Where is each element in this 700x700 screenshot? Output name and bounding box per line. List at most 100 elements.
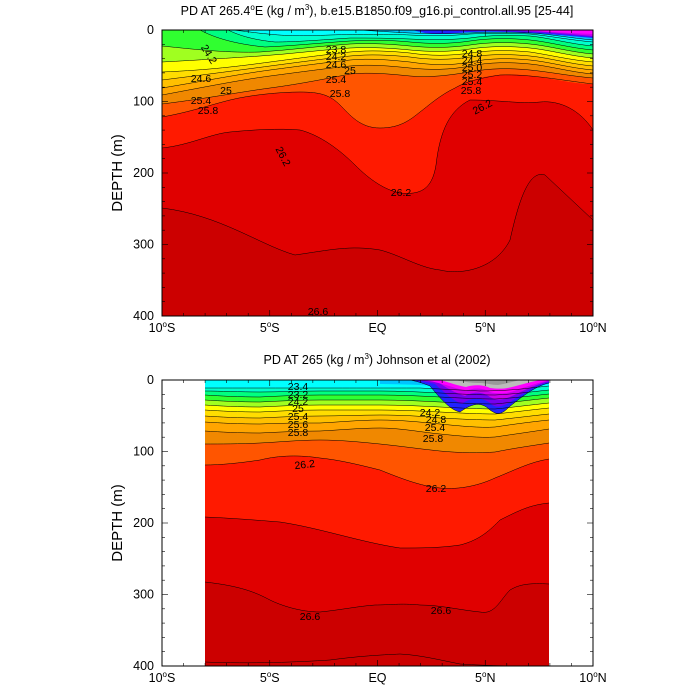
contour-line	[204, 402, 550, 410]
contour-label: 26.6	[431, 605, 452, 617]
y-tick-label: 100	[133, 445, 154, 459]
contour-line	[204, 439, 550, 453]
x-tick-label: 10oS	[149, 670, 176, 685]
x-tick-label: 10oS	[149, 320, 176, 335]
contour-line	[204, 419, 550, 428]
contour-label: 26.6	[300, 611, 321, 623]
contour-label: 25.8	[461, 85, 482, 97]
x-tick-label: 5oS	[260, 670, 280, 685]
contour-label: 23.8	[326, 44, 347, 56]
contour-label: 25.0	[462, 62, 483, 74]
contour-label: 25	[292, 403, 304, 415]
contour-label: 25	[220, 85, 232, 97]
contour-fill-layer	[205, 380, 549, 666]
contour-label: 25.4	[425, 422, 446, 434]
contour-label: 26.2	[426, 483, 447, 495]
contour-fill-layer	[162, 30, 593, 316]
contour-line	[162, 74, 593, 129]
contour-labels: 23.4 23.2 24.2 25 25.4 25.6 25.8 26.2 26…	[288, 381, 452, 623]
contour-label: 24.6	[191, 73, 212, 85]
contour-line	[204, 393, 550, 400]
contour-line	[204, 385, 550, 392]
contour-label: 24.4	[462, 55, 483, 67]
contour-label: 24.8	[462, 48, 483, 60]
contour-line	[162, 68, 593, 105]
contour-lines	[204, 380, 550, 666]
y-tick-label: 400	[133, 309, 154, 323]
y-tick-label: 0	[147, 23, 154, 37]
contour-line	[162, 42, 593, 55]
x-tick-label: EQ	[368, 321, 386, 335]
contour-line	[162, 62, 593, 96]
contour-label: 25	[344, 65, 356, 77]
contour-line	[359, 30, 593, 41]
contour-line	[204, 455, 550, 489]
contour-label: 24.2	[326, 51, 347, 63]
contour-line	[204, 427, 550, 438]
y-tick-label: 300	[133, 588, 154, 602]
contour-label: 23.4	[288, 381, 309, 393]
contour-line	[204, 407, 550, 415]
contour-label: 25.4	[326, 74, 347, 86]
density-band-24-0	[232, 30, 593, 42]
y-axis-label: DEPTH (m)	[109, 484, 126, 562]
y-axis-label: DEPTH (m)	[109, 134, 126, 212]
contour-line	[204, 653, 550, 666]
contour-line	[162, 174, 593, 272]
contour-line	[199, 30, 593, 51]
x-tick-label: 10oN	[579, 320, 606, 335]
contour-label: 25.4	[462, 76, 483, 88]
y-tick-label: 200	[133, 516, 154, 530]
contour-label: 25.8	[330, 88, 351, 100]
panel-title: PD AT 265 (kg / m3) Johnson et al (2002)	[263, 352, 490, 367]
contour-line	[231, 30, 593, 43]
contour-line	[162, 46, 593, 63]
plot-frame	[161, 379, 594, 667]
contour-label: 25.8	[288, 427, 309, 439]
contour-label: 24.6	[326, 59, 347, 71]
y-tick-label: 300	[133, 238, 154, 252]
contour-line	[204, 502, 550, 549]
y-tick-label: 100	[133, 95, 154, 109]
y-axis: 0 100 200 300 400	[133, 373, 593, 673]
contour-line	[162, 58, 593, 89]
contour-label: 23.2	[288, 389, 309, 401]
x-tick-label: 10oN	[579, 670, 606, 685]
panel-observation: PD AT 265 (kg / m3) Johnson et al (2002)	[109, 352, 607, 685]
x-tick-label: EQ	[368, 671, 386, 685]
contour-label: 25.4	[288, 411, 309, 423]
density-band-22-6	[455, 380, 520, 385]
x-axis: 10oS 5oS EQ 5oN 10oN	[149, 30, 607, 335]
x-tick-label: 5oN	[475, 670, 495, 685]
panel-title: PD AT 265.4oE (kg / m3), b.e15.B1850.f09…	[181, 3, 574, 18]
x-tick-label: 5oN	[475, 320, 495, 335]
density-band-23-0	[470, 30, 593, 34]
y-tick-label: 0	[147, 373, 154, 387]
contour-label: 24.2	[420, 407, 441, 419]
contour-line	[204, 389, 550, 396]
contour-line	[204, 413, 550, 421]
y-tick-label: 200	[133, 166, 154, 180]
contour-label: 26.2	[391, 187, 412, 199]
contour-label: 25.8	[198, 105, 219, 117]
y-tick-label: 400	[133, 659, 154, 673]
contour-lines	[162, 30, 593, 272]
contour-line	[204, 581, 550, 613]
contour-label: 25.6	[288, 419, 309, 431]
contour-label: 25.4	[191, 95, 212, 107]
density-band-22-8	[440, 380, 540, 389]
contour-line	[162, 54, 593, 81]
contour-label: 24.2	[288, 396, 309, 408]
contour-line	[204, 397, 550, 405]
contour-line	[409, 380, 550, 414]
contour-label: 24.8	[426, 414, 447, 426]
panel-model: PD AT 265.4oE (kg / m3), b.e15.B1850.f09…	[109, 3, 607, 335]
contour-label: 25.2	[462, 69, 483, 81]
contour-line	[227, 30, 593, 47]
plot-frame	[161, 29, 594, 317]
contour-line	[162, 99, 593, 194]
contour-label: 25.8	[423, 433, 444, 445]
contour-label: 26.2	[294, 458, 316, 472]
contour-line	[162, 50, 593, 73]
